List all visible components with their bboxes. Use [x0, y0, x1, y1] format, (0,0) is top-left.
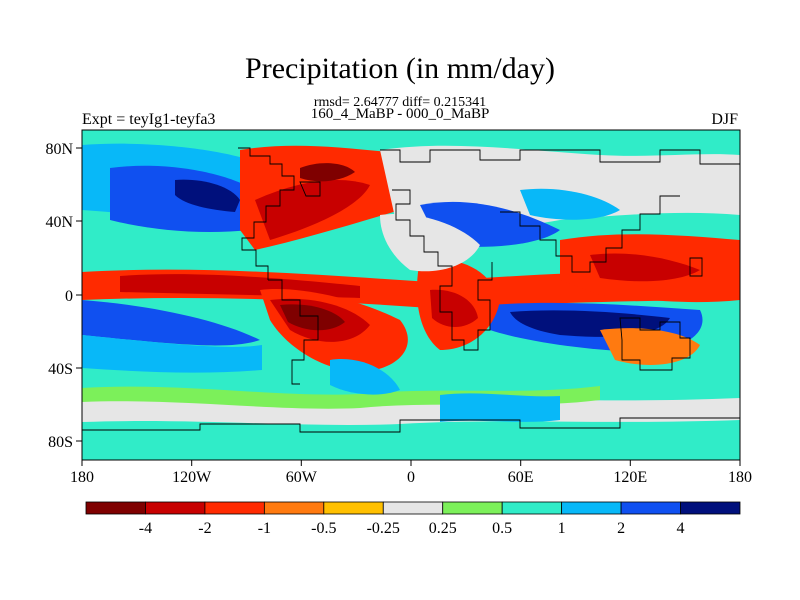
colorbar-swatch [442, 501, 503, 515]
lon-tick-label: 180 [728, 469, 752, 486]
lon-tick-label: 60W [286, 469, 318, 486]
colorbar-label: -4 [139, 520, 152, 537]
colorbar-label: -2 [198, 520, 211, 537]
lat-tick-label: 40S [48, 361, 73, 378]
colorbar-swatch [323, 501, 384, 515]
colorbar-label: 0.25 [429, 520, 457, 537]
lat-tick-marks [76, 147, 82, 442]
field-s-america-core [280, 304, 345, 331]
colorbar-swatch [561, 501, 622, 515]
colorbar-label: 2 [617, 520, 625, 537]
field-s-pacific-lightblue [82, 335, 262, 373]
lat-tick-label: 0 [65, 288, 73, 305]
experiment-subtitle: 160_4_MaBP - 000_0_MaBP [310, 106, 490, 122]
field-asia-lightblue [520, 188, 620, 220]
lon-tick-label: 120E [613, 469, 647, 486]
season-label: DJF [711, 111, 738, 128]
colorbar-swatch [85, 501, 146, 515]
colorbar-swatch [382, 501, 444, 515]
field-n-america-core [300, 163, 355, 182]
field-s-pacific-blue [82, 300, 260, 346]
lon-tick-marks [81, 460, 741, 466]
expt-label: Expt = teyIg1-teyfa3 [82, 111, 216, 128]
lon-tick-label: 0 [407, 469, 415, 486]
rmsd-diff-label: rmsd= 2.64777 diff= 0.215341 [313, 95, 487, 110]
colorbar-label: -1 [258, 520, 271, 537]
field-southern-light-blue [440, 393, 560, 422]
lat-tick-label: 80S [48, 434, 73, 451]
lat-tick-label: 40N [45, 214, 73, 231]
lon-tick-label: 180 [70, 469, 94, 486]
colorbar-label: -0.25 [367, 520, 400, 537]
field-east-asia-darkred [590, 253, 700, 282]
field-s-atlantic-lightblue [330, 359, 400, 395]
field-africa-darkred [430, 289, 478, 327]
colorbar-swatch [145, 501, 206, 515]
coastlines [82, 147, 740, 433]
field-sahara-grey [380, 214, 480, 272]
colorbar-swatch [204, 501, 265, 515]
field-australia-orange [600, 328, 700, 365]
field-n-pacific-darkblue [175, 179, 240, 212]
lon-tick-labels: 180 120W 60W 0 60E 120E 180 [70, 469, 752, 486]
lat-tick-labels: 80N 40N 0 40S 80S [45, 141, 73, 451]
colorbar-label: 1 [558, 520, 566, 537]
colorbar-labels: -4 -2 -1 -0.5 -0.25 0.25 0.5 1 2 4 [139, 520, 685, 537]
colorbar [85, 501, 741, 515]
map-title: Precipitation (in mm/day) [245, 52, 555, 85]
colorbar-label: 0.5 [492, 520, 512, 537]
colorbar-swatch [263, 501, 325, 515]
colorbar-label: -0.5 [311, 520, 336, 537]
field-n-america-darkred [255, 180, 370, 240]
colorbar-label: 4 [677, 520, 685, 537]
precip-field [82, 130, 740, 460]
lat-tick-label: 80N [45, 141, 73, 158]
colorbar-swatch [680, 501, 741, 515]
colorbar-swatch [501, 501, 563, 515]
colorbar-swatch [620, 501, 681, 515]
lon-tick-label: 60E [508, 469, 534, 486]
lon-tick-label: 120W [172, 469, 212, 486]
